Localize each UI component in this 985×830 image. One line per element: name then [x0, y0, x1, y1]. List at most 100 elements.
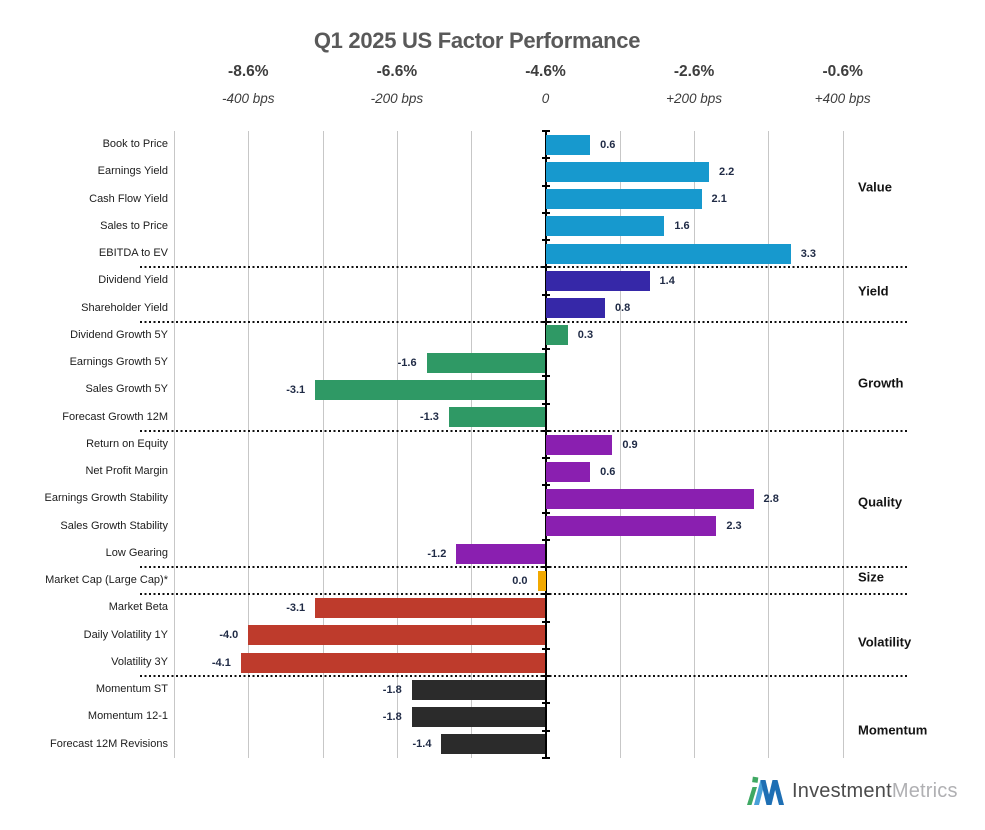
axis-tick-mark: [541, 375, 550, 378]
factor-bar: [545, 516, 717, 537]
axis-tick-label-pct: -6.6%: [376, 63, 418, 80]
axis-tick-mark: [541, 702, 550, 705]
axis-tick-mark: [541, 239, 550, 242]
axis-tick-label-bps: 0: [541, 91, 550, 106]
factor-row-label: Forecast Growth 12M: [62, 410, 168, 423]
group-separator: [140, 593, 908, 596]
factor-bar: [545, 434, 613, 455]
investment-metrics-logo-icon: [747, 776, 784, 805]
axis-tick-label-pct: -8.6%: [228, 63, 269, 80]
factor-bar: [545, 325, 568, 346]
axis-tick-mark: [541, 293, 550, 296]
factor-bar: [545, 189, 702, 210]
factor-row-label: Sales Growth 5Y: [85, 383, 168, 396]
factor-row-label: Dividend Yield: [98, 274, 168, 287]
axis-tick-mark: [541, 620, 550, 623]
axis-tick-label-bps: -400 bps: [222, 91, 275, 106]
gridline: [842, 131, 844, 758]
factor-row-label: Earnings Growth 5Y: [69, 356, 168, 369]
axis-tick-mark: [541, 211, 550, 214]
gridline: [396, 131, 398, 758]
bar-value-label: 0.8: [614, 302, 631, 315]
gridline: [768, 131, 770, 758]
factor-row-label: Low Gearing: [105, 546, 168, 559]
factor-row-label: Return on Equity: [86, 437, 168, 450]
bar-value-label: -1.4: [412, 738, 432, 751]
bar-value-label: 0.6: [600, 465, 616, 478]
bar-value-label: 1.6: [674, 220, 690, 233]
axis-tick-label-bps: +400 bps: [814, 91, 871, 106]
factor-row-label: Earnings Growth Stability: [44, 492, 169, 505]
group-label: Quality: [858, 494, 903, 510]
factor-bar: [456, 543, 546, 564]
axis-tick-label-pct: -2.6%: [673, 63, 715, 80]
factor-bar: [545, 461, 591, 482]
factor-row-label: Shareholder Yield: [81, 301, 168, 314]
factor-bar: [545, 489, 754, 510]
group-separator: [140, 566, 908, 569]
axis-tick-mark: [541, 157, 550, 160]
group-label: Momentum: [858, 722, 928, 738]
factor-bar: [240, 652, 546, 673]
bar-value-label: 2.8: [763, 493, 779, 506]
factor-bar: [545, 216, 665, 237]
group-label: Yield: [858, 283, 889, 299]
bar-value-label: -4.1: [211, 656, 231, 669]
bar-value-label: 0.6: [600, 138, 616, 151]
gridline: [174, 131, 175, 758]
bar-value-label: 2.1: [711, 193, 727, 206]
bar-value-label: -1.8: [382, 711, 402, 724]
bar-value-label: 2.2: [718, 165, 735, 178]
axis-tick-label-pct: -4.6%: [525, 63, 566, 80]
factor-row-label: Forecast 12M Revisions: [50, 737, 168, 750]
bar-value-label: -3.1: [286, 602, 306, 615]
bar-value-label: -4.0: [219, 629, 239, 642]
bar-value-label: -1.8: [382, 683, 402, 696]
factor-row-label: Dividend Growth 5Y: [70, 328, 168, 341]
axis-tick-label-bps: +200 bps: [666, 91, 723, 106]
factor-bar: [448, 407, 546, 428]
factor-row-label: Sales Growth Stability: [60, 519, 168, 532]
group-separator: [140, 320, 908, 323]
factor-row-label: Daily Volatility 1Y: [83, 628, 168, 641]
factor-bar: [545, 298, 605, 319]
factor-bar: [411, 707, 546, 728]
factor-row-label: Net Profit Margin: [85, 465, 168, 478]
gridline: [322, 131, 324, 758]
gridline: [471, 131, 473, 758]
axis-tick-mark: [541, 130, 550, 132]
bar-value-label: -1.6: [397, 356, 417, 369]
factor-bar: [545, 134, 591, 155]
factor-row-label: Cash Flow Yield: [89, 192, 168, 205]
factor-bar: [537, 570, 546, 591]
gridline: [619, 131, 621, 758]
factor-row-label: Market Beta: [108, 601, 168, 614]
axis-tick-mark: [541, 184, 550, 187]
axis-tick-mark: [541, 757, 550, 759]
group-separator: [140, 429, 908, 432]
page-title: Q1 2025 US Factor Performance: [313, 28, 641, 53]
factor-bar: [248, 625, 546, 646]
bar-value-label: -1.3: [419, 411, 439, 424]
bar-value-label: 0.3: [577, 329, 594, 342]
factor-row-label: Momentum ST: [95, 683, 168, 696]
factor-bar: [545, 243, 791, 264]
factor-bar: [545, 161, 709, 182]
axis-tick-mark: [541, 402, 550, 405]
factor-bar: [545, 270, 650, 291]
factor-bar: [315, 379, 546, 400]
group-label: Value: [858, 179, 892, 195]
logo-text-secondary: Metrics: [891, 779, 958, 802]
axis-tick-mark: [541, 511, 550, 514]
axis-tick-mark: [541, 484, 550, 487]
investment-metrics-logo: Investment Metrics: [746, 774, 958, 808]
factor-bar: [441, 734, 546, 755]
axis-tick-label-pct: -0.6%: [822, 63, 863, 80]
factor-bar: [411, 679, 546, 700]
gridline: [694, 131, 696, 758]
bar-value-label: -1.2: [427, 547, 447, 560]
axis-tick-mark: [541, 538, 550, 541]
group-label: Volatility: [858, 634, 912, 650]
bar-value-label: 1.4: [659, 274, 675, 287]
bar-value-label: 0.0: [512, 574, 528, 587]
